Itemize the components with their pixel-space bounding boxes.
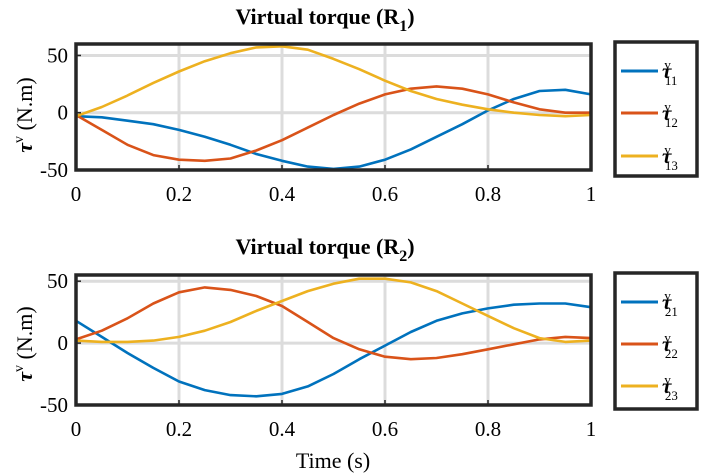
y-tick-label: 50 [47, 269, 68, 293]
axes-box [74, 273, 593, 407]
y-tick-label: 0 [58, 331, 69, 355]
y-tick-label: 0 [58, 101, 69, 125]
series-line-21 [75, 302, 592, 398]
legend-box-2 [613, 271, 699, 411]
x-tick-label: 0 [71, 182, 82, 206]
legend-entry-13: τv 13 [621, 142, 678, 173]
chart-panel-2: Virtual torque (R2) τv (N.m) Time (s) 0 0… [12, 234, 699, 473]
x-tick-label: 0.2 [166, 417, 192, 441]
y-tick-label: 50 [47, 43, 68, 67]
legend-entry-11: τv 11 [621, 57, 677, 88]
series-line-23 [75, 277, 592, 344]
y-axis-label-1: τv (N.m) [12, 77, 37, 152]
series-line-13 [75, 45, 592, 118]
chart-title-2: Virtual torque (R2) [235, 234, 414, 265]
x-axis-label-2: Time (s) [296, 448, 370, 473]
series-line-22 [75, 286, 592, 361]
y-axis-label-2: τv (N.m) [12, 306, 37, 381]
x-tick-label: 0.2 [166, 182, 192, 206]
svg-text:τv (N.m): τv (N.m) [12, 306, 37, 381]
x-tick-label: 0.8 [475, 182, 501, 206]
x-tick-label: 0.6 [372, 182, 398, 206]
x-tick-label: 0.4 [269, 182, 296, 206]
legend-entry-23: τv 23 [621, 372, 678, 403]
x-tick-label: 1 [586, 182, 597, 206]
chart-panel-1: Virtual torque (R1) τv (N.m) 0 0.2 0.4 0.6 0… [12, 4, 699, 206]
x-tick-label: 0.6 [372, 417, 398, 441]
y-tick-label: -50 [40, 158, 68, 182]
x-tick-label: 0.4 [269, 417, 296, 441]
legend-box-1 [613, 40, 699, 178]
legend-entry-21: τv 21 [621, 288, 678, 319]
axes-box [74, 42, 593, 172]
x-tick-label: 0 [71, 417, 82, 441]
legend-entry-12: τv 12 [621, 99, 678, 130]
legend-entry-22: τv 22 [621, 330, 678, 361]
y-tick-label: -50 [40, 393, 68, 417]
legend-1: τv 11 τv 12 τv 13 [613, 40, 699, 178]
chart-title-1: Virtual torque (R1) [235, 4, 414, 35]
x-tick-label: 0.8 [475, 417, 501, 441]
legend-2: τv 21 τv 22 τv 23 [613, 271, 699, 411]
series-line-12 [75, 85, 591, 163]
x-tick-label: 1 [586, 417, 597, 441]
svg-text:τv (N.m): τv (N.m) [12, 77, 37, 152]
